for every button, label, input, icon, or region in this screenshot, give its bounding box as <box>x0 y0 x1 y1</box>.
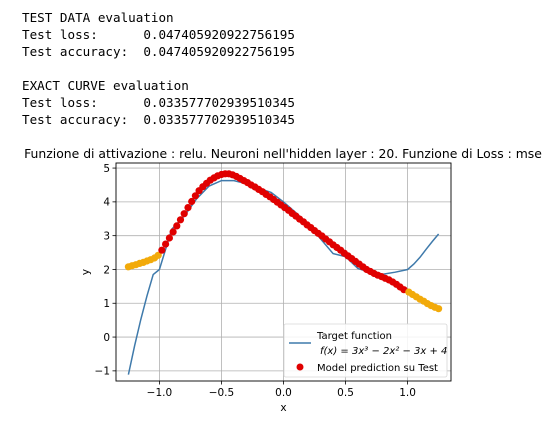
chart-title: Funzione di attivazione : relu. Neuroni … <box>24 146 542 161</box>
axis-ticks: −1.0 −0.5 0.0 0.5 1.0 −1 0 1 2 3 4 5 <box>95 163 416 399</box>
prediction-point <box>191 192 199 200</box>
prediction-point <box>173 222 181 230</box>
y-tick-label: 0 <box>103 332 110 344</box>
prediction-point <box>162 240 170 248</box>
prediction-point <box>176 216 185 224</box>
output-line: EXACT CURVE evaluation <box>22 78 189 93</box>
y-tick-label: −1 <box>95 366 110 378</box>
target-function-line <box>127 179 440 375</box>
y-axis-label: y <box>80 269 92 275</box>
legend-target-formula: f(x) = 3x³ − 2x² − 3x + 4 <box>320 346 447 357</box>
prediction-point <box>180 210 188 218</box>
x-axis-label: x <box>280 402 286 414</box>
output-line: Test loss: 0.047405920922756195 <box>22 27 295 42</box>
prediction-point <box>158 246 166 254</box>
prediction-point <box>435 305 443 313</box>
prediction-point <box>154 251 162 259</box>
target-function-layer <box>127 179 440 375</box>
x-tick-label: −1.0 <box>147 387 173 399</box>
x-tick-label: 0.5 <box>337 387 354 399</box>
output-line: Test accuracy: 0.047405920922756195 <box>22 44 295 59</box>
legend-target-label: Target function <box>316 331 392 342</box>
y-tick-label: 3 <box>103 230 110 242</box>
output-line: Test loss: 0.033577702939510345 <box>22 95 295 110</box>
cell-output-text: TEST DATA evaluation Test loss: 0.0474059… <box>22 9 295 128</box>
x-tick-label: 0.0 <box>275 387 292 399</box>
x-tick-label: −0.5 <box>209 387 235 399</box>
prediction-points-layer <box>124 170 443 313</box>
legend-prediction-label: Model prediction su Test <box>317 363 438 374</box>
legend-box <box>283 323 448 378</box>
legend-dot-swatch <box>296 363 304 371</box>
output-line: TEST DATA evaluation <box>22 10 174 25</box>
prediction-point <box>169 228 177 236</box>
y-tick-label: 4 <box>103 197 110 209</box>
y-tick-label: 5 <box>103 163 110 175</box>
x-tick-label: 1.0 <box>399 387 416 399</box>
y-tick-label: 1 <box>103 298 110 310</box>
y-tick-label: 2 <box>103 264 110 276</box>
output-line: Test accuracy: 0.033577702939510345 <box>22 112 295 127</box>
prediction-point <box>184 204 192 212</box>
prediction-point <box>165 234 173 242</box>
prediction-point <box>188 197 196 206</box>
legend: Target function f(x) = 3x³ − 2x² − 3x + … <box>283 323 448 378</box>
